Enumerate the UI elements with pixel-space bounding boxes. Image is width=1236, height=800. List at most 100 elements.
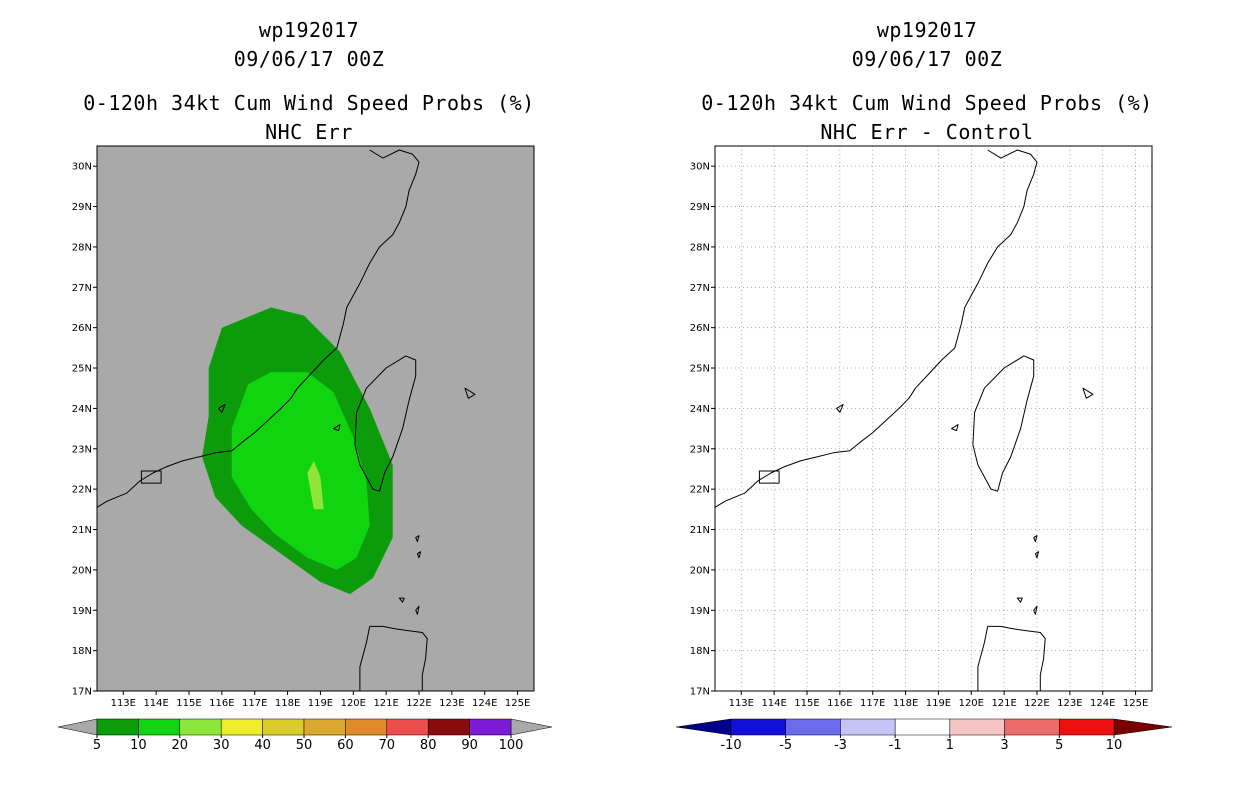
colorbar-label: 70 (379, 738, 396, 753)
colorbar-swatch (1059, 718, 1115, 736)
y-tick-label: 29N (690, 202, 710, 213)
coastline-island (758, 470, 780, 484)
colorbar-swatch (138, 718, 181, 736)
x-tick-label: 125E (1123, 698, 1148, 709)
x-tick-label: 114E (761, 698, 786, 709)
colorbar-swatch (345, 718, 388, 736)
y-tick-label: 17N (72, 687, 92, 698)
y-tick-label: 23N (690, 444, 710, 455)
colorbar-swatch (840, 718, 896, 736)
right-panel: wp192017 09/06/17 00Z 0-120h 34kt Cum Wi… (618, 0, 1236, 800)
coastline-taiwan (354, 355, 417, 492)
colorbar-label: -1 (889, 738, 902, 753)
date-label: 09/06/17 00Z (851, 47, 1003, 71)
x-tick-label: 118E (275, 698, 300, 709)
y-tick-label: 24N (690, 404, 710, 415)
y-tick-label: 24N (72, 404, 92, 415)
x-tick-label: 114E (143, 698, 168, 709)
chart-title: 0-120h 34kt Cum Wind Speed Probs (%) (83, 91, 535, 115)
coastline-mainland (714, 149, 1038, 508)
coastline-island (416, 551, 422, 559)
y-tick-label: 26N (72, 323, 92, 334)
coastline-island (333, 424, 341, 432)
y-tick-label: 26N (690, 323, 710, 334)
colorbar-label: 3 (1000, 738, 1008, 753)
chart-title: 0-120h 34kt Cum Wind Speed Probs (%) (701, 91, 1153, 115)
y-tick-label: 21N (690, 525, 710, 536)
colorbar-swatch (303, 718, 346, 736)
coastline-luzon (369, 625, 428, 691)
colorbar-label: 100 (499, 738, 524, 753)
colorbar-label: 20 (172, 738, 189, 753)
y-tick-label: 30N (690, 162, 710, 173)
x-tick-label: 124E (1090, 698, 1115, 709)
y-tick-label: 27N (72, 283, 92, 294)
y-tick-label: 29N (72, 202, 92, 213)
chart-subtitle: NHC Err - Control (820, 120, 1034, 144)
y-tick-label: 28N (690, 242, 710, 253)
coastline-luzon-west (977, 626, 989, 691)
y-tick-label: 22N (72, 485, 92, 496)
coastline-island (1033, 605, 1038, 615)
coastline-taiwan (972, 355, 1035, 492)
y-tick-label: 27N (690, 283, 710, 294)
colorbar-swatch (1004, 718, 1060, 736)
x-tick-label: 122E (406, 698, 431, 709)
wind-prob-map: 113E 114E 115E 116E 117E 118E 119E 120E 121E 122E… (57, 145, 553, 753)
date-label: 09/06/17 00Z (233, 47, 385, 71)
y-tick-label: 21N (72, 525, 92, 536)
y-tick-label: 17N (690, 687, 710, 698)
colorbar-label: 30 (213, 738, 230, 753)
colorbar-swatch (262, 718, 305, 736)
coastline-mainland (96, 149, 420, 508)
colorbar-swatch (894, 718, 951, 736)
storm-id-label: wp192017 (258, 18, 360, 42)
colorbar-label: 90 (461, 738, 478, 753)
coastline-luzon (987, 625, 1046, 691)
x-tick-label: 120E (959, 698, 984, 709)
coastline-island (140, 470, 162, 484)
colorbar-swatch (220, 718, 263, 736)
colorbar-swatch (427, 718, 470, 736)
colorbar-swatch (179, 718, 222, 736)
x-tick-label: 123E (1057, 698, 1082, 709)
colorbar-swatch (785, 718, 841, 736)
colorbar-swatch (730, 718, 786, 736)
y-tick-label: 22N (690, 485, 710, 496)
x-tick-label: 115E (176, 698, 201, 709)
difference-map: 113E 114E 115E 116E 117E 118E 119E 120E 121E 122E… (675, 145, 1173, 753)
left-panel: wp192017 09/06/17 00Z 0-120h 34kt Cum Wi… (57, 18, 553, 753)
y-tick-label: 28N (72, 242, 92, 253)
x-tick-label: 125E (505, 698, 530, 709)
colorbar-label: 5 (93, 738, 101, 753)
y-tick-label: 25N (72, 364, 92, 375)
colorbar-under-arrow (675, 718, 732, 736)
y-tick-label: 20N (690, 565, 710, 576)
map-frame (714, 145, 1153, 692)
y-tick-label: 18N (72, 646, 92, 657)
coastline-island (218, 403, 226, 413)
x-tick-label: 117E (242, 698, 267, 709)
colorbar-label: 80 (420, 738, 437, 753)
coastline-island (415, 605, 420, 615)
colorbar-swatch (469, 718, 512, 736)
map-frame (96, 145, 535, 692)
coastline-island (836, 403, 844, 413)
x-tick-label: 123E (439, 698, 464, 709)
coastline-island (1033, 535, 1038, 543)
prob-contour-20-30 (307, 460, 324, 510)
y-tick-label: 19N (690, 606, 710, 617)
colorbar-swatch (949, 718, 1005, 736)
x-tick-label: 121E (373, 698, 398, 709)
coastline-island (951, 424, 959, 432)
coastline-island (1034, 551, 1040, 559)
x-tick-label: 122E (1024, 698, 1049, 709)
y-tick-label: 18N (690, 646, 710, 657)
colorbar-under-arrow (57, 718, 98, 736)
coastline-island (415, 535, 420, 543)
coastline-island (1016, 597, 1023, 603)
x-tick-label: 120E (341, 698, 366, 709)
colorbar-label: -3 (834, 738, 847, 753)
colorbar-label: 40 (254, 738, 271, 753)
x-tick-label: 119E (926, 698, 951, 709)
